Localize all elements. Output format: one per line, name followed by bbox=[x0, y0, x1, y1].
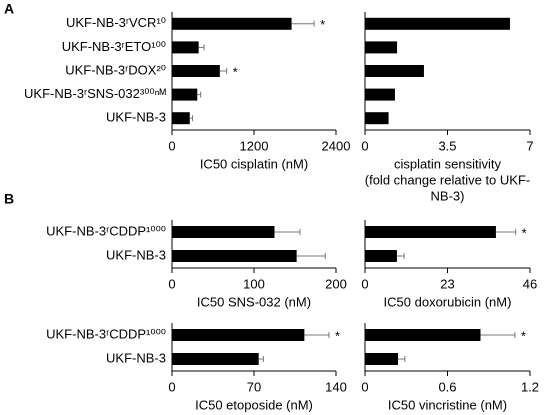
bar bbox=[172, 65, 220, 77]
bar bbox=[172, 17, 292, 30]
x-tick-label: 0 bbox=[361, 138, 368, 153]
x-axis-label: IC50 cisplatin (nM) bbox=[200, 156, 308, 171]
x-axis-label: NB-3) bbox=[431, 188, 465, 203]
x-tick-label: 3.5 bbox=[438, 138, 456, 153]
x-tick-label: 0 bbox=[168, 138, 175, 153]
bar bbox=[365, 250, 397, 262]
x-axis-label: (fold change relative to UKF- bbox=[365, 172, 530, 187]
x-tick-label: 7 bbox=[526, 138, 533, 153]
x-tick-label: 0 bbox=[168, 276, 175, 291]
significance-marker: * bbox=[522, 225, 527, 240]
x-tick-label: 0 bbox=[361, 276, 368, 291]
x-tick-label: 0 bbox=[168, 379, 175, 394]
bar bbox=[172, 250, 297, 262]
category-label: UKF-NB-3ʳCDDP¹⁰⁰⁰ bbox=[46, 326, 166, 341]
x-tick-label: 100 bbox=[243, 276, 265, 291]
x-tick-label: 140 bbox=[325, 379, 347, 394]
significance-marker: * bbox=[335, 328, 340, 343]
x-tick-label: 0 bbox=[361, 379, 368, 394]
x-tick-label: 2400 bbox=[322, 138, 351, 153]
bar bbox=[365, 353, 398, 365]
x-axis-label: IC50 doxorubicin (nM) bbox=[384, 294, 512, 309]
bar bbox=[172, 226, 275, 238]
bar bbox=[172, 329, 305, 341]
panel-label: A bbox=[4, 1, 14, 17]
bar bbox=[172, 112, 190, 125]
significance-marker: * bbox=[320, 17, 325, 32]
bar bbox=[365, 226, 496, 238]
category-label: UKF-NB-3ʳETO¹⁰⁰ bbox=[62, 39, 166, 54]
x-tick-label: 23 bbox=[440, 276, 454, 291]
bar bbox=[365, 112, 389, 125]
x-axis-label: IC50 SNS-032 (nM) bbox=[197, 294, 311, 309]
bar bbox=[365, 65, 424, 77]
category-label: UKF-NB-3 bbox=[106, 350, 166, 365]
significance-marker: * bbox=[521, 328, 526, 343]
bar bbox=[365, 88, 395, 101]
x-tick-label: 200 bbox=[325, 276, 347, 291]
category-label: UKF-NB-3ʳCDDP¹⁰⁰⁰ bbox=[46, 223, 166, 238]
x-tick-label: 1.2 bbox=[521, 379, 539, 394]
x-tick-label: 1200 bbox=[240, 138, 269, 153]
category-label: UKF-NB-3ʳSNS-032³⁰⁰ⁿᴹ bbox=[24, 86, 166, 101]
panel-label: B bbox=[4, 191, 14, 207]
significance-marker: * bbox=[233, 64, 238, 79]
x-axis-label: IC50 etoposide (nM) bbox=[195, 397, 313, 412]
bar bbox=[365, 17, 510, 30]
bar bbox=[172, 41, 199, 54]
bar bbox=[365, 329, 481, 341]
x-tick-label: 0.6 bbox=[438, 379, 456, 394]
category-label: UKF-NB-3ʳVCR¹⁰ bbox=[66, 15, 166, 30]
category-label: UKF-NB-3ʳDOX²⁰ bbox=[65, 62, 166, 77]
x-axis-label: cisplatin sensitivity bbox=[394, 156, 501, 171]
bar bbox=[365, 41, 398, 54]
x-tick-label: 46 bbox=[523, 276, 537, 291]
category-label: UKF-NB-3 bbox=[106, 247, 166, 262]
bar bbox=[172, 353, 259, 365]
x-tick-label: 70 bbox=[247, 379, 261, 394]
bar bbox=[172, 88, 198, 101]
category-label: UKF-NB-3 bbox=[106, 110, 166, 125]
x-axis-label: IC50 vincristine (nM) bbox=[388, 397, 507, 412]
